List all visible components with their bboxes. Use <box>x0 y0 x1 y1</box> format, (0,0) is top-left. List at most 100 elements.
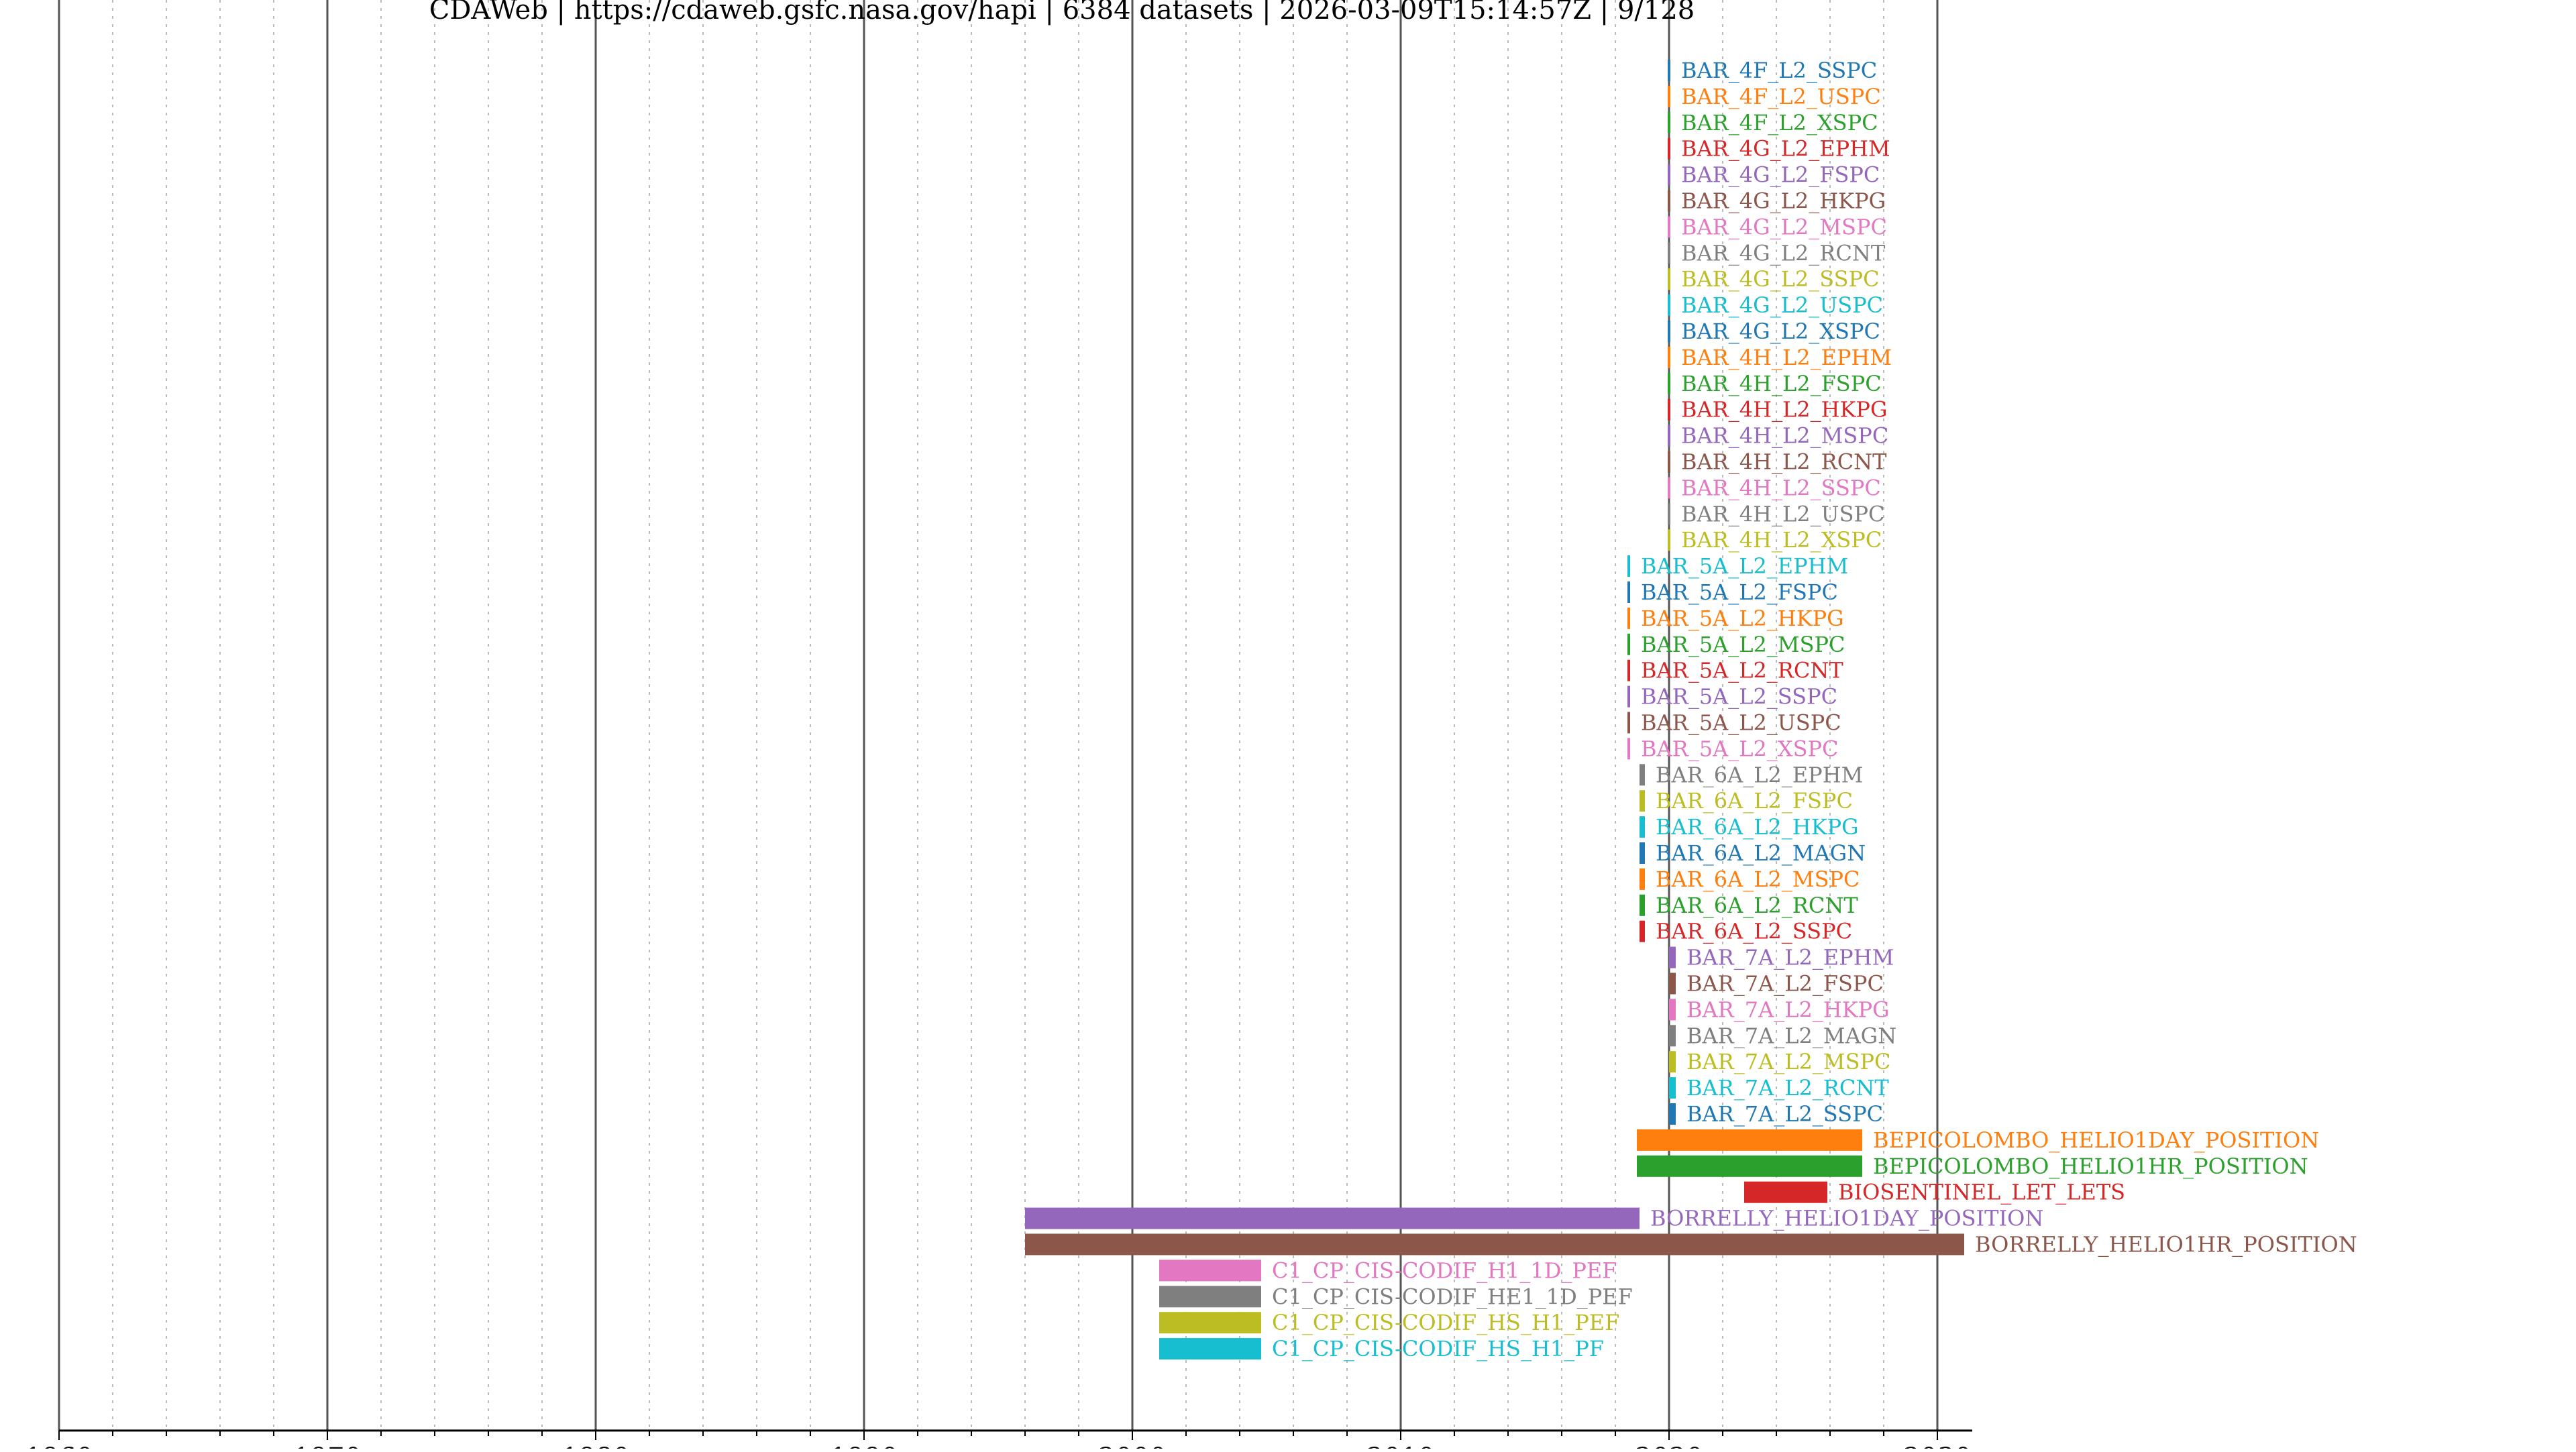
timeline-bar <box>1669 1103 1676 1125</box>
timeline-bar <box>1668 60 1670 81</box>
dataset-label: BAR_4G_L2_USPC <box>1681 292 1883 318</box>
dataset-label: BAR_5A_L2_MSPC <box>1641 632 1845 657</box>
timeline-bar <box>1640 842 1645 864</box>
timeline-bar <box>1627 607 1630 629</box>
timeline-bar <box>1025 1207 1640 1229</box>
dataset-label: BAR_7A_L2_EPHM <box>1686 945 1894 970</box>
dataset-label: BAR_4H_L2_FSPC <box>1681 371 1882 396</box>
dataset-label: BAR_4F_L2_XSPC <box>1681 110 1878 135</box>
dataset-label: BAR_6A_L2_MAGN <box>1656 840 1866 866</box>
timeline-bar <box>1640 764 1645 786</box>
bars-layer <box>1025 60 1964 1360</box>
timeline-bar <box>1627 712 1630 734</box>
timeline-bar <box>1669 1051 1676 1073</box>
timeline-bar <box>1668 164 1670 186</box>
timeline-bar <box>1668 529 1670 551</box>
timeline-bar <box>1668 346 1670 368</box>
timeline-bar <box>1640 894 1645 916</box>
dataset-label: BAR_4H_L2_MSPC <box>1681 423 1888 449</box>
dataset-label: BAR_4F_L2_USPC <box>1681 84 1881 109</box>
labels-layer: BAR_4F_L2_SSPCBAR_4F_L2_USPCBAR_4F_L2_XS… <box>1272 58 2357 1361</box>
dataset-label: BAR_5A_L2_SSPC <box>1641 684 1837 710</box>
timeline-bar <box>1744 1181 1827 1203</box>
dataset-label: BEPICOLOMBO_HELIO1DAY_POSITION <box>1873 1127 2319 1153</box>
timeline-bar <box>1668 111 1670 133</box>
timeline-bar <box>1159 1286 1261 1308</box>
timeline-bar <box>1669 999 1676 1021</box>
dataset-label: BAR_4G_L2_XSPC <box>1681 319 1880 344</box>
dataset-label: BORRELLY_HELIO1HR_POSITION <box>1975 1232 2357 1258</box>
timeline-bar <box>1668 398 1670 421</box>
dataset-label: BAR_7A_L2_HKPG <box>1686 997 1890 1022</box>
timeline-bar <box>1668 268 1670 290</box>
dataset-label: BAR_4H_L2_HKPG <box>1681 397 1888 423</box>
dataset-label: BAR_4G_L2_EPHM <box>1681 136 1890 162</box>
timeline-bar <box>1640 920 1645 942</box>
timeline-bar <box>1159 1260 1261 1282</box>
dataset-label: BAR_4H_L2_EPHM <box>1681 345 1892 370</box>
timeline-bar <box>1627 555 1630 577</box>
timeline-bar <box>1668 321 1670 342</box>
timeline-bar <box>1668 137 1670 160</box>
timeline-bar <box>1627 738 1630 760</box>
timeline-bar <box>1025 1233 1964 1255</box>
x-tick-label: 1960 <box>25 1443 93 1449</box>
timeline-bar <box>1159 1312 1261 1334</box>
dataset-label: BAR_6A_L2_RCNT <box>1656 893 1858 918</box>
dataset-label: BAR_4H_L2_XSPC <box>1681 527 1882 553</box>
timeline-bar <box>1637 1155 1862 1177</box>
dataset-label: C1_CP_CIS-CODIF_HE1_1D_PEF <box>1272 1284 1633 1309</box>
dataset-label: BAR_7A_L2_SSPC <box>1686 1101 1883 1127</box>
dataset-label: BAR_7A_L2_MSPC <box>1686 1049 1891 1074</box>
x-tick-label: 2020 <box>1635 1443 1703 1449</box>
timeline-bar <box>1669 1077 1676 1099</box>
timeline-bar <box>1640 790 1645 812</box>
dataset-label: C1_CP_CIS-CODIF_HS_H1_PEF <box>1272 1310 1619 1335</box>
timeline-bar <box>1669 1025 1676 1047</box>
x-tick-label: 1970 <box>293 1443 362 1449</box>
chart-title: CDAWeb | https://cdaweb.gsfc.nasa.gov/ha… <box>429 0 1695 25</box>
dataset-label: BAR_5A_L2_RCNT <box>1641 658 1843 683</box>
dataset-label: BAR_6A_L2_HKPG <box>1656 814 1859 840</box>
dataset-label: BAR_4H_L2_SSPC <box>1681 475 1881 500</box>
dataset-label: BAR_7A_L2_RCNT <box>1686 1075 1889 1101</box>
dataset-label: BAR_7A_L2_FSPC <box>1686 971 1884 997</box>
timeline-bar <box>1668 294 1670 317</box>
timeline-bar <box>1640 816 1645 838</box>
dataset-label: BAR_6A_L2_EPHM <box>1656 762 1863 787</box>
timeline-bar <box>1668 372 1670 394</box>
x-tick-label: 2000 <box>1098 1443 1167 1449</box>
timeline-bar <box>1668 503 1670 525</box>
timeline-bar <box>1669 946 1676 968</box>
x-tick-label: 2010 <box>1366 1443 1435 1449</box>
timeline-bar <box>1668 451 1670 473</box>
timeline-bar <box>1627 659 1630 681</box>
timeline-bar <box>1159 1338 1261 1360</box>
dataset-label: BAR_5A_L2_FSPC <box>1641 579 1838 605</box>
timeline-bar <box>1637 1129 1862 1151</box>
dataset-label: BAR_4G_L2_HKPG <box>1681 188 1886 214</box>
x-tick-label: 2030 <box>1903 1443 1972 1449</box>
dataset-label: BAR_6A_L2_MSPC <box>1656 867 1860 892</box>
dataset-label: BAR_5A_L2_EPHM <box>1641 553 1848 579</box>
timeline-bar <box>1640 868 1645 890</box>
dataset-label: BEPICOLOMBO_HELIO1HR_POSITION <box>1873 1154 2308 1179</box>
timeline-bar <box>1627 685 1630 708</box>
dataset-label: BIOSENTINEL_LET_LETS <box>1838 1180 2125 1205</box>
dataset-label: BAR_4H_L2_RCNT <box>1681 449 1887 475</box>
dataset-label: BAR_4G_L2_FSPC <box>1681 162 1880 188</box>
timeline-bar <box>1668 425 1670 447</box>
dataset-label: BORRELLY_HELIO1DAY_POSITION <box>1650 1206 2043 1231</box>
dataset-label: BAR_4G_L2_MSPC <box>1681 214 1887 239</box>
dataset-label: BAR_4H_L2_USPC <box>1681 501 1885 526</box>
dataset-label: C1_CP_CIS-CODIF_H1_1D_PEF <box>1272 1258 1617 1283</box>
dataset-label: BAR_6A_L2_SSPC <box>1656 919 1852 944</box>
timeline-bar <box>1668 85 1670 107</box>
dataset-label: BAR_5A_L2_XSPC <box>1641 736 1839 761</box>
timeline-bar <box>1668 242 1670 264</box>
dataset-label: BAR_4G_L2_RCNT <box>1681 240 1886 266</box>
timeline-bar <box>1668 216 1670 238</box>
dataset-label: BAR_7A_L2_MAGN <box>1686 1023 1896 1048</box>
